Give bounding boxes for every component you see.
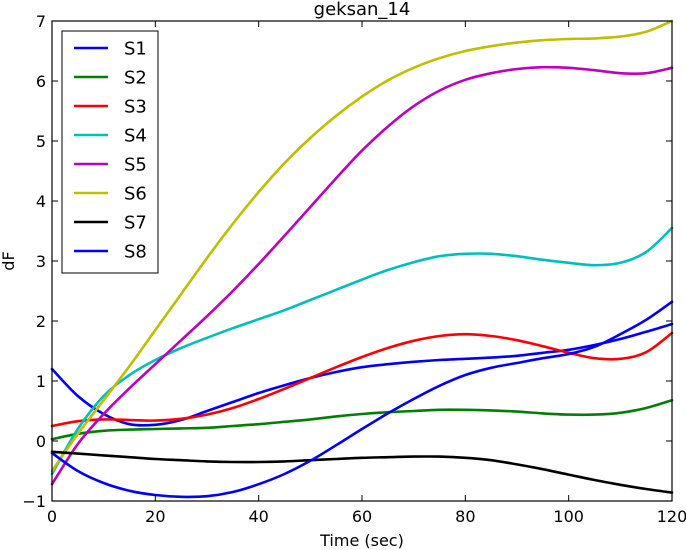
series-line-s1 [50,322,674,427]
legend-box [61,30,159,274]
legend-label-s7: S7 [124,213,147,234]
y-tick-label: 3 [36,252,46,271]
x-tick-label: 40 [248,507,268,526]
y-tick-label: 7 [36,12,46,31]
x-tick-label: 80 [455,507,475,526]
series-line-s4 [50,226,674,476]
y-tick-label: 2 [36,312,46,331]
y-tick-label: 4 [36,192,46,211]
series-layer [50,19,674,499]
x-tick-label: 120 [657,507,686,526]
legend-label-s1: S1 [124,39,147,60]
legend-label-s4: S4 [124,126,147,147]
legend: S1 S2 S3 S4 S5 S6 S7 S8 [61,30,159,274]
x-tick-label: 100 [553,507,584,526]
chart-title: geksan_14 [314,0,411,20]
legend-label-s5: S5 [124,155,147,176]
series-line-s8 [50,300,674,499]
legend-label-s6: S6 [124,184,147,205]
y-tick-label: 1 [36,372,46,391]
x-tick-label: 0 [47,507,57,526]
series-line-s7 [50,450,674,494]
x-tick-label: 60 [352,507,372,526]
x-tick-label: 20 [145,507,165,526]
series-line-s6 [50,19,674,473]
y-tick-label: 0 [36,432,46,451]
y-tick-label: −1 [22,492,46,511]
x-axis-title: Time (sec) [319,531,404,550]
y-tick-label: 6 [36,72,46,91]
series-line-s2 [50,398,674,441]
legend-label-s8: S8 [124,242,147,263]
y-tick-label: 5 [36,132,46,151]
legend-label-s2: S2 [124,68,147,89]
legend-label-s3: S3 [124,97,147,118]
y-axis-title: dF [0,251,18,270]
series-line-s5 [50,65,674,486]
